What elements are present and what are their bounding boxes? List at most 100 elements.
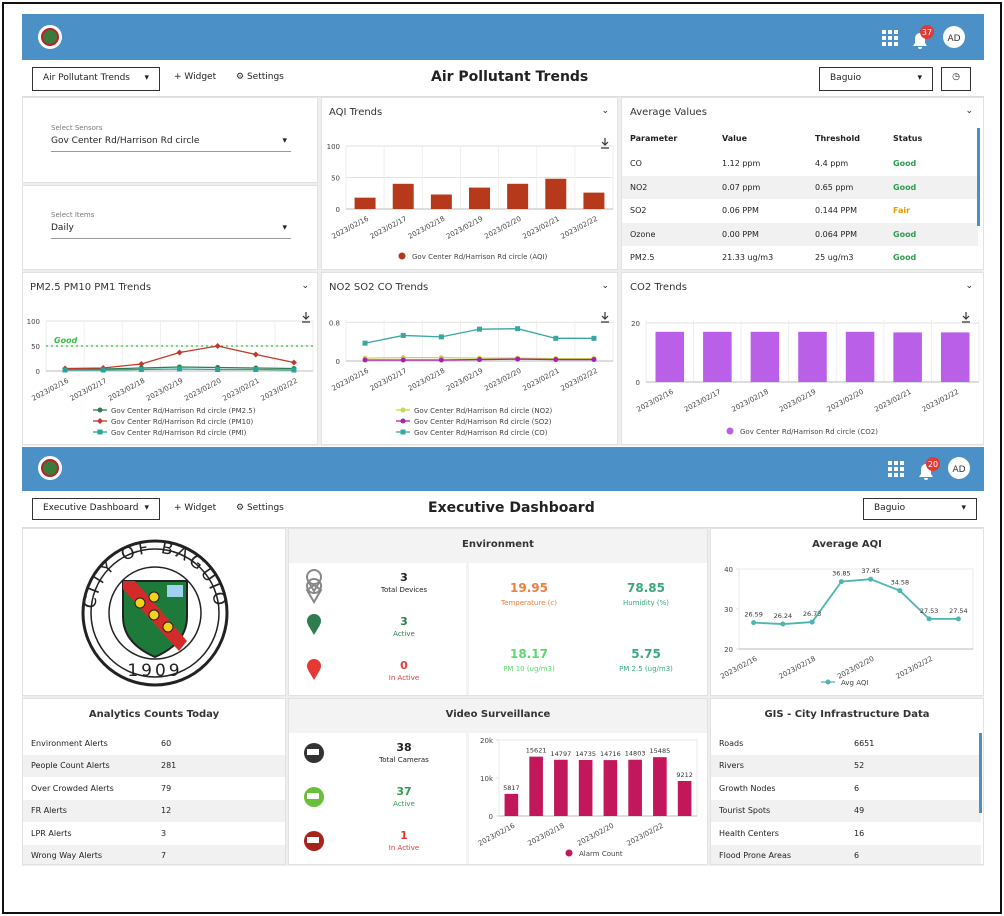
download-icon[interactable] — [302, 312, 310, 323]
path — [305, 578, 323, 604]
marker — [591, 335, 597, 341]
row-value: 3 — [161, 828, 167, 838]
path — [307, 580, 321, 593]
dashboard-title: Air Pollutant Trends — [431, 69, 589, 85]
settings-button[interactable]: ⚙ Settings — [236, 72, 284, 82]
readings-card: 19.95 Temperature (c) 78.85 Humidity (%) 18.… — [469, 563, 707, 695]
collapse[interactable]: ⌄ — [965, 281, 973, 291]
x-tick-label: 2023/02/16 — [635, 387, 675, 413]
x-tick-label: 2023/02/21 — [221, 377, 260, 403]
widget-button[interactable]: + Widget — [174, 72, 217, 82]
sensor-select[interactable]: Gov Center Rd/Harrison Rd circle ▾ — [51, 136, 291, 152]
dashboard-name: Executive Dashboard — [43, 503, 139, 513]
row-value: 60 — [161, 739, 172, 748]
video-panel: Video Surveillance 38 Total Cameras 37 Acti… — [288, 698, 708, 865]
dashboard-select[interactable]: Air Pollutant Trends ▾ — [32, 67, 160, 91]
legend-label: Gov Center Rd/Harrison Rd circle (PMI) — [111, 429, 247, 437]
marker — [400, 332, 406, 338]
collapse[interactable]: ⌄ — [601, 106, 609, 116]
rect — [888, 467, 892, 471]
collapse[interactable]: ⌄ — [601, 281, 609, 291]
caret: ▾ — [282, 223, 287, 233]
x-tick-label: 2023/02/17 — [369, 367, 408, 393]
count-label: Active — [393, 800, 415, 808]
x-tick-label: 2023/02/17 — [369, 215, 408, 241]
count-value: 3 — [400, 615, 408, 628]
widget-button[interactable]: + Widget — [174, 503, 217, 513]
circle — [307, 614, 321, 628]
status: Good — [893, 253, 917, 262]
download-icon[interactable] — [601, 138, 609, 149]
sensor-panel: Select Sensors Gov Center Rd/Harrison Rd… — [22, 97, 318, 183]
data-label: 27.54 — [949, 607, 968, 615]
bar — [703, 331, 732, 382]
scrollbar[interactable] — [977, 128, 980, 226]
download-icon[interactable] — [962, 312, 970, 323]
download-icon[interactable] — [601, 312, 609, 323]
y-tick-label: 100 — [327, 143, 340, 151]
x-tick-label: 2023/02/19 — [445, 215, 484, 241]
marker — [214, 343, 221, 349]
data-label: 14735 — [575, 750, 596, 758]
bar — [392, 183, 414, 209]
items-select[interactable]: Daily ▾ — [51, 223, 291, 239]
apps-icon[interactable] — [882, 30, 898, 46]
marker — [926, 616, 932, 622]
legend-label: Alarm Count — [579, 850, 623, 858]
marker — [176, 349, 183, 356]
location-select[interactable]: Baguio ▾ — [863, 498, 977, 520]
data-label: 15621 — [526, 747, 547, 755]
seal-ring — [108, 566, 202, 660]
shield-sky — [167, 585, 183, 597]
marker — [97, 429, 103, 435]
collapse[interactable]: ⌄ — [965, 106, 973, 116]
sensor-label: Select Sensors — [51, 124, 103, 132]
data-label: 15485 — [650, 747, 671, 755]
table-cell: 1.12 ppm — [722, 159, 761, 168]
y-tick-label: 50 — [331, 175, 340, 183]
panel-title: PM2.5 PM10 PM1 Trends — [30, 282, 152, 293]
list-row: Over Crowded Alerts 79 — [23, 777, 285, 800]
collapse[interactable]: ⌄ — [301, 281, 309, 291]
y-tick-label: 30 — [724, 606, 733, 614]
scrollbar[interactable] — [979, 733, 982, 813]
list-row: FR Alerts 12 — [23, 800, 285, 823]
camera-glyph — [307, 793, 319, 799]
x-tick-label: 2023/02/18 — [778, 655, 817, 681]
x-tick-label: 2023/02/18 — [107, 377, 146, 403]
avatar-initials: AD — [952, 465, 965, 475]
average-table: Parameter Value Threshold Status CO 1.12 ppm 4… — [622, 128, 978, 269]
pin-active — [307, 614, 321, 635]
marker — [838, 579, 844, 585]
marker — [809, 619, 815, 625]
data-label: 34.58 — [891, 579, 910, 587]
apps-icon[interactable] — [888, 461, 904, 477]
table-cell: 4.4 ppm — [815, 159, 849, 168]
marker — [177, 366, 182, 372]
reading-value: 18.17 — [510, 647, 548, 661]
threshold-label: Good — [54, 336, 78, 345]
y-tick-label: 50 — [31, 343, 40, 351]
device-icons — [305, 569, 323, 680]
history-button[interactable]: ◷ — [941, 67, 971, 91]
avatar[interactable] — [943, 26, 965, 48]
location-name: Baguio — [874, 503, 906, 513]
status: Good — [893, 159, 917, 168]
row-value: 6651 — [854, 739, 875, 748]
location-select[interactable]: Baguio ▾ — [819, 67, 933, 91]
row-label: FR Alerts — [31, 806, 67, 816]
legend-label: Gov Center Rd/Harrison Rd circle (AQI) — [412, 253, 548, 261]
row-value: 52 — [854, 761, 865, 771]
y-tick-label: 100 — [27, 318, 40, 326]
legend-swatch — [565, 849, 573, 857]
row-label: Environment Alerts — [31, 739, 108, 748]
sensor-value: Gov Center Rd/Harrison Rd circle — [51, 136, 200, 146]
devices-card: 3 Total Devices 3 Active 0 In Active — [289, 563, 466, 695]
rect — [888, 461, 892, 465]
circle — [306, 569, 322, 585]
settings-button[interactable]: ⚙ Settings — [236, 503, 284, 513]
avatar[interactable] — [948, 457, 970, 479]
dashboard-select[interactable]: Executive Dashboard ▾ — [32, 498, 160, 520]
caret: ▾ — [144, 503, 149, 513]
